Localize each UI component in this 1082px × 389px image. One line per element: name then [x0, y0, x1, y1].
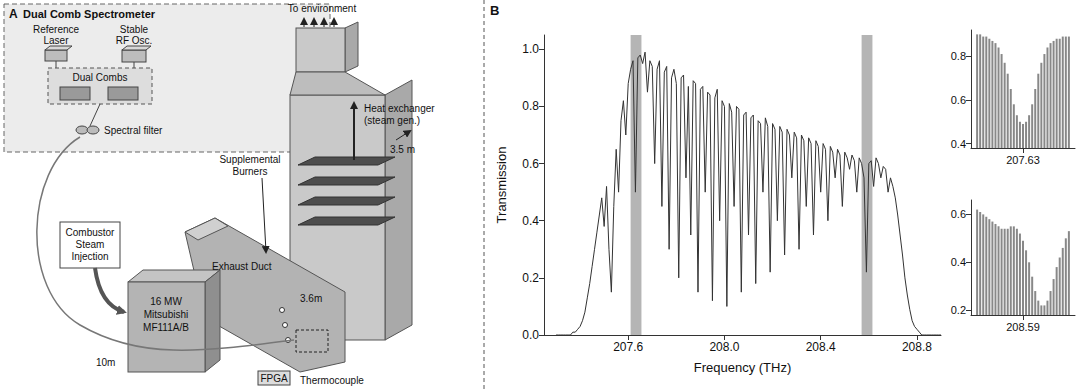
svg-text:RF Osc.: RF Osc. — [116, 35, 153, 46]
svg-text:208.59: 208.59 — [1006, 321, 1040, 333]
svg-text:0.6: 0.6 — [951, 94, 966, 106]
svg-text:Heat exchanger: Heat exchanger — [364, 103, 435, 114]
svg-text:0.8: 0.8 — [951, 50, 966, 62]
svg-text:Spectral filter: Spectral filter — [104, 125, 163, 136]
svg-text:0.4: 0.4 — [951, 256, 966, 268]
svg-text:Laser: Laser — [43, 35, 69, 46]
svg-text:3.6m: 3.6m — [300, 293, 322, 304]
svg-text:0.4: 0.4 — [951, 138, 966, 150]
svg-text:Reference: Reference — [33, 24, 80, 35]
svg-text:Supplemental: Supplemental — [219, 154, 280, 165]
svg-text:208.8: 208.8 — [902, 340, 932, 354]
svg-text:(steam gen.): (steam gen.) — [364, 115, 420, 126]
svg-text:Frequency (THz): Frequency (THz) — [694, 360, 792, 375]
svg-text:B: B — [490, 3, 499, 18]
svg-text:Exhaust Duct: Exhaust Duct — [212, 261, 272, 272]
svg-text:Thermocouple: Thermocouple — [300, 375, 364, 386]
svg-text:0.2: 0.2 — [522, 271, 539, 285]
svg-text:Combustor: Combustor — [66, 227, 116, 238]
svg-text:MF111A/B: MF111A/B — [143, 322, 189, 333]
svg-text:A: A — [9, 7, 18, 21]
svg-text:0.2: 0.2 — [951, 304, 966, 316]
svg-text:3.5 m: 3.5 m — [390, 144, 415, 155]
svg-text:0.0: 0.0 — [522, 328, 539, 342]
svg-text:Dual Comb Spectrometer: Dual Comb Spectrometer — [23, 8, 156, 20]
svg-text:0.6: 0.6 — [951, 208, 966, 220]
svg-text:208.4: 208.4 — [806, 340, 836, 354]
svg-text:16 MW: 16 MW — [150, 296, 182, 307]
svg-text:207.63: 207.63 — [1006, 154, 1040, 166]
svg-text:207.6: 207.6 — [613, 340, 643, 354]
svg-text:FPGA: FPGA — [260, 373, 288, 384]
svg-text:Stable: Stable — [120, 24, 149, 35]
svg-text:Burners: Burners — [232, 166, 267, 177]
svg-text:Steam: Steam — [76, 239, 105, 250]
svg-text:208.0: 208.0 — [709, 340, 739, 354]
svg-text:Dual Combs: Dual Combs — [72, 72, 127, 83]
svg-text:10m: 10m — [96, 357, 115, 368]
svg-text:Mitsubishi: Mitsubishi — [144, 309, 188, 320]
svg-text:1.0: 1.0 — [522, 42, 539, 56]
svg-text:Injection: Injection — [71, 251, 108, 262]
svg-text:To environment: To environment — [288, 3, 357, 14]
svg-text:0.8: 0.8 — [522, 99, 539, 113]
svg-text:Transmission: Transmission — [494, 147, 509, 224]
svg-text:0.4: 0.4 — [522, 214, 539, 228]
svg-text:0.6: 0.6 — [522, 157, 539, 171]
